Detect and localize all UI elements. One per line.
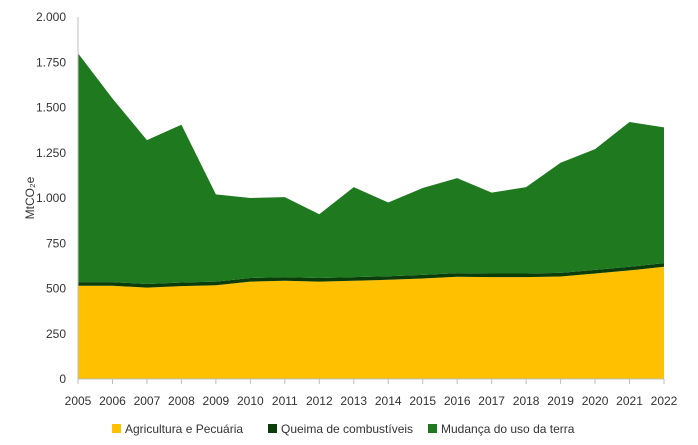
axes <box>77 17 664 380</box>
y-axis-title: MtCO₂e <box>23 176 37 219</box>
x-tick-label: 2022 <box>651 394 678 408</box>
y-tick-label: 1.500 <box>36 101 66 115</box>
plot-areas <box>78 53 664 379</box>
x-axis-ticks: 2005 2006 2007 2008 2009 2010 2011 2012 2013 2014… <box>65 379 678 408</box>
area-queima-de-combustiveis <box>78 263 664 288</box>
y-tick-label: 2.000 <box>36 10 66 24</box>
x-tick-label: 2020 <box>582 394 609 408</box>
legend: Agricultura e Pecuária Queima de combustí… <box>112 422 575 436</box>
x-tick-label: 2007 <box>134 394 161 408</box>
y-tick-label: 1.750 <box>36 55 66 69</box>
x-tick-label: 2018 <box>513 394 540 408</box>
x-tick-label: 2010 <box>237 394 264 408</box>
legend-swatch-agricultura-e-pecuaria <box>112 424 121 433</box>
x-tick-label: 2009 <box>203 394 230 408</box>
x-tick-label: 2015 <box>409 394 436 408</box>
y-tick-label: 1.000 <box>36 191 66 205</box>
x-tick-label: 2013 <box>340 394 367 408</box>
legend-label-queima-de-combustiveis: Queima de combustíveis <box>281 422 413 436</box>
x-tick-label: 2008 <box>168 394 195 408</box>
legend-label-mudanca-do-uso-da-terra: Mudança do uso da terra <box>441 422 575 436</box>
y-tick-label: 750 <box>46 236 66 250</box>
x-tick-label: 2017 <box>478 394 505 408</box>
y-tick-label: 250 <box>46 327 66 341</box>
y-tick-label: 1.250 <box>36 146 66 160</box>
area-mudanca-do-uso-da-terra <box>78 53 664 284</box>
legend-label-agricultura-e-pecuaria: Agricultura e Pecuária <box>125 422 243 436</box>
legend-swatch-queima-de-combustiveis <box>268 424 277 433</box>
y-tick-label: 0 <box>59 372 66 386</box>
x-tick-label: 2005 <box>65 394 92 408</box>
area-agricultura-e-pecuaria <box>78 266 664 379</box>
x-tick-label: 2021 <box>616 394 643 408</box>
x-tick-label: 2011 <box>272 394 298 408</box>
legend-swatch-mudanca-do-uso-da-terra <box>428 424 437 433</box>
x-tick-label: 2016 <box>444 394 471 408</box>
x-tick-label: 2014 <box>375 394 402 408</box>
x-tick-label: 2019 <box>547 394 574 408</box>
x-tick-label: 2006 <box>99 394 126 408</box>
y-tick-label: 500 <box>46 282 66 296</box>
x-tick-label: 2012 <box>306 394 333 408</box>
y-axis-ticks: 0 250 500 750 1.000 1.250 1.500 1.750 2.000 <box>36 10 66 386</box>
